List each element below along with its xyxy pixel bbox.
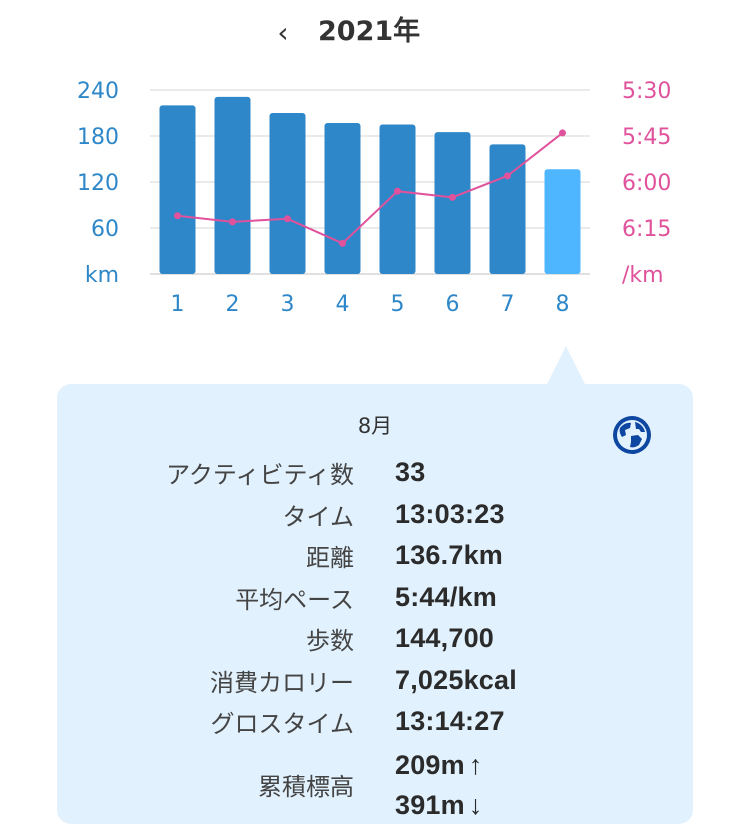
globe-icon[interactable] — [611, 414, 653, 456]
arrow-up-icon: ↑ — [468, 749, 483, 780]
pace-point — [174, 212, 181, 220]
stat-row-elevation: 累積標高 209m ↑ 391m ↓ — [57, 743, 693, 827]
bar-month-5[interactable] — [379, 124, 416, 275]
stat-value: 33 — [395, 457, 426, 488]
x-axis-tick-label: 3 — [281, 292, 295, 317]
left-axis-tick-label: 60 — [91, 217, 119, 242]
stat-value: 7,025kcal — [395, 664, 517, 695]
back-chevron-icon[interactable]: ‹ — [277, 15, 289, 49]
bar-month-3[interactable] — [269, 113, 306, 274]
monthly-distance-pace-chart[interactable]: 240 180 120 60 km 5:30 5:45 6:00 6:15/km 1 2 3 4 5 6 7 8 — [0, 64, 750, 334]
stat-row-distance: 距離 136.7km — [57, 535, 693, 577]
left-axis-tick-label: 180 — [77, 125, 119, 150]
right-axis-tick-label: 6:00 — [622, 171, 671, 196]
stat-value: 5:44/km — [395, 581, 497, 612]
x-axis-tick-label: 7 — [501, 292, 515, 317]
month-detail-panel: 8月 アクティビティ数 33 タイム 13:03:23 距離 136.7km 平… — [57, 384, 693, 824]
x-axis-tick-label: 8 — [556, 292, 570, 317]
stat-row-calories: 消費カロリー 7,025kcal — [57, 660, 693, 702]
pace-point — [504, 172, 511, 180]
pace-point — [339, 239, 346, 247]
pace-point — [449, 193, 456, 201]
year-title: 2021年 — [318, 16, 421, 47]
pace-point — [559, 129, 566, 137]
month-title: 8月 — [357, 414, 393, 438]
stat-label: 累積標高 — [258, 773, 354, 801]
stat-row-time: タイム 13:03:23 — [57, 494, 693, 536]
panel-pointer — [546, 346, 586, 386]
stat-label: アクティビティ数 — [166, 461, 354, 490]
elevation-up-value: 209m — [395, 749, 465, 780]
x-axis-tick-label: 5 — [391, 292, 405, 317]
stat-label: 消費カロリー — [210, 668, 354, 697]
stat-label: グロスタイム — [210, 710, 354, 739]
stat-value: 13:14:27 — [395, 706, 505, 737]
stat-label: タイム — [282, 502, 354, 531]
bar-month-1[interactable] — [159, 105, 196, 274]
pace-point — [394, 187, 401, 195]
left-axis-tick-label: 120 — [77, 171, 119, 196]
right-axis-tick-label: 5:45 — [622, 125, 671, 150]
right-axis-tick-label: 5:30 — [622, 79, 671, 104]
bar-month-6[interactable] — [434, 132, 471, 274]
bar-month-2[interactable] — [214, 96, 251, 275]
left-axis-unit: km — [85, 263, 119, 288]
bar-month-8[interactable] — [544, 169, 581, 274]
pace-point — [229, 218, 236, 226]
stat-value: 144,700 — [395, 623, 494, 654]
x-axis-tick-label: 4 — [336, 292, 350, 317]
stat-row-average-pace: 平均ペース 5:44/km — [57, 577, 693, 619]
stat-value: 13:03:23 — [395, 498, 505, 529]
pace-point — [284, 215, 291, 223]
x-axis-tick-label: 1 — [171, 292, 185, 317]
pace-line — [177, 132, 564, 245]
stats-list: アクティビティ数 33 タイム 13:03:23 距離 136.7km 平均ペー… — [57, 452, 693, 827]
header: ‹ 2021年 — [0, 0, 750, 64]
right-axis-tick-label: 6:15 — [622, 217, 671, 242]
left-axis-tick-label: 240 — [77, 79, 119, 104]
stat-row-gross-time: グロスタイム 13:14:27 — [57, 701, 693, 743]
stat-row-steps: 歩数 144,700 — [57, 618, 693, 660]
stat-label: 距離 — [306, 544, 354, 573]
bar-month-7[interactable] — [489, 144, 526, 274]
x-axis-tick-label: 2 — [226, 292, 240, 317]
stat-label: 歩数 — [306, 627, 354, 656]
elevation-down-value: 391m — [395, 789, 465, 820]
stat-value: 136.7km — [395, 540, 503, 571]
stat-row-activity-count: アクティビティ数 33 — [57, 452, 693, 494]
right-axis-unit: /km — [622, 263, 664, 288]
x-axis-tick-label: 6 — [446, 292, 460, 317]
arrow-down-icon: ↓ — [468, 789, 483, 820]
bar-month-4[interactable] — [324, 122, 361, 274]
stat-value-elevation: 209m ↑ 391m ↓ — [395, 745, 483, 825]
stat-label: 平均ペース — [235, 585, 354, 614]
